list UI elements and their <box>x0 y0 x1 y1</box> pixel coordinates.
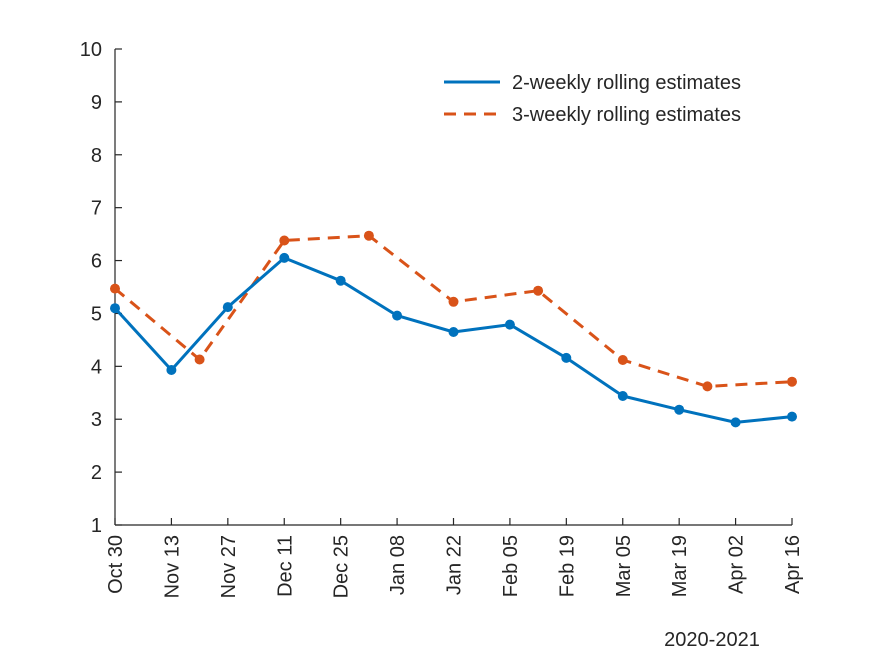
y-tick-label: 3 <box>91 409 102 431</box>
y-tick-label: 4 <box>91 356 102 378</box>
x-tick-label: Apr 16 <box>782 535 804 594</box>
series-1-point <box>222 302 233 313</box>
series-2-point <box>448 296 459 307</box>
x-axis-label: 2020-2021 <box>664 629 760 651</box>
x-tick-label: Mar 05 <box>613 535 635 597</box>
series-1-point <box>110 303 120 314</box>
y-tick-label: 1 <box>91 515 102 537</box>
series-2-point <box>787 376 797 387</box>
series-2-point <box>617 355 628 365</box>
series-1-point <box>279 252 290 263</box>
series-1-point <box>674 404 685 415</box>
x-tick-label: Jan 22 <box>444 535 466 595</box>
series-1-point <box>166 365 177 375</box>
x-tick-label: Feb 05 <box>500 535 522 597</box>
y-tick-label: 6 <box>91 251 102 273</box>
series-2-point <box>110 283 120 294</box>
legend: 2-weekly rolling estimates 3-weekly roll… <box>444 72 741 126</box>
x-tick-label: Nov 13 <box>161 535 183 598</box>
series-1-point <box>730 417 741 428</box>
series-2-point <box>702 381 713 392</box>
series-2-point <box>194 354 205 365</box>
series-1-point <box>448 327 459 337</box>
series-1-point <box>617 391 628 401</box>
series-2-point <box>279 235 290 246</box>
series-2-point <box>533 285 544 296</box>
series-1-point <box>787 411 797 422</box>
y-tick-label: 9 <box>91 92 102 114</box>
series-1-point <box>561 352 572 363</box>
x-ticks: Oct 30 Nov 13 Nov 27 Dec 11 Dec 25 Jan 08 Jan … <box>105 518 804 598</box>
legend-label-3-weekly: 3-weekly rolling estimates <box>512 104 741 126</box>
y-ticks: 1 2 3 4 5 6 7 8 9 10 <box>80 39 122 537</box>
y-tick-label: 10 <box>80 39 102 61</box>
series-line-2 <box>114 234 793 388</box>
x-tick-label: Feb 19 <box>556 535 578 597</box>
x-tick-label: Jan 08 <box>387 535 409 595</box>
legend-label-2-weekly: 2-weekly rolling estimates <box>512 72 741 94</box>
series-layer <box>110 230 797 428</box>
x-tick-label: Apr 02 <box>726 535 748 594</box>
series-1-point <box>504 319 515 330</box>
y-tick-label: 8 <box>91 145 102 167</box>
x-tick-label: Dec 11 <box>274 535 296 597</box>
x-tick-label: Mar 19 <box>669 535 691 597</box>
series-2-point <box>363 230 374 241</box>
x-tick-label: Dec 25 <box>331 535 353 598</box>
y-tick-label: 7 <box>91 198 102 220</box>
series-1-point <box>392 310 403 321</box>
series-1-point <box>335 275 346 286</box>
x-tick-label: Oct 30 <box>105 535 127 594</box>
x-tick-label: Nov 27 <box>218 535 240 598</box>
y-tick-label: 2 <box>91 462 102 484</box>
series-line-1 <box>113 256 793 424</box>
y-tick-label: 5 <box>91 303 102 325</box>
